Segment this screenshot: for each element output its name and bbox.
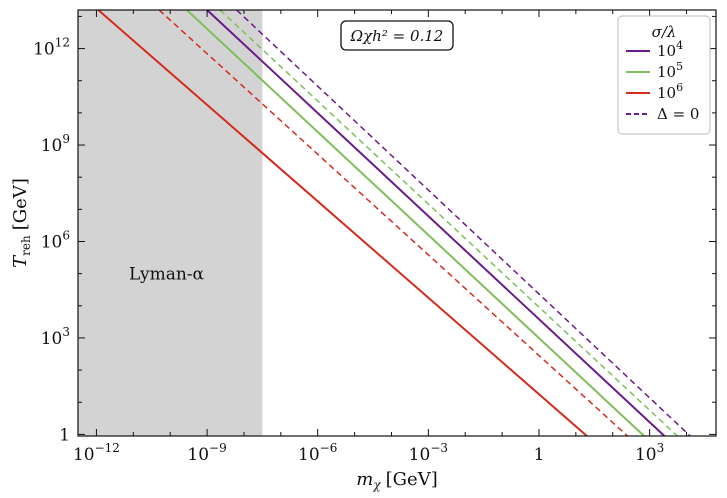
y-tick-label: 109 bbox=[41, 132, 70, 156]
lyman-alpha-excluded-region bbox=[78, 10, 263, 436]
legend-box bbox=[617, 15, 711, 135]
x-tick-label: 10−9 bbox=[187, 441, 226, 465]
series-line-5 bbox=[158, 10, 629, 436]
x-tick-labels: 10−12 10−9 10−6 10−3 1 103 bbox=[73, 441, 664, 465]
legend-label: 104 bbox=[657, 39, 683, 60]
legend-label: Δ = 0 bbox=[657, 105, 699, 123]
x-tick-label: 10−12 bbox=[73, 441, 120, 465]
series-line-3 bbox=[236, 10, 691, 436]
series-line-2 bbox=[97, 10, 588, 436]
legend-label: 106 bbox=[657, 81, 683, 102]
y-tick-label: 106 bbox=[41, 228, 70, 252]
plot-frame bbox=[77, 9, 717, 437]
series-lines bbox=[97, 10, 691, 436]
x-axis-label: mχ [GeV] bbox=[356, 469, 437, 492]
annotation-box bbox=[340, 20, 454, 51]
legend-title: σ/λ bbox=[652, 23, 677, 41]
series-line-1 bbox=[186, 10, 645, 436]
series-line-0 bbox=[206, 10, 666, 436]
y-tick-label: 1012 bbox=[33, 36, 70, 60]
y-axis-label: Treh[GeV] bbox=[10, 178, 33, 268]
series-line-4 bbox=[219, 10, 678, 436]
x-tick-label: 1 bbox=[534, 445, 545, 465]
y-tick-label: 1 bbox=[59, 425, 70, 445]
annotation-text: Ωχh² = 0.12 bbox=[350, 27, 444, 45]
lyman-alpha-label: Lyman-α bbox=[129, 265, 205, 285]
x-tick-label: 10−6 bbox=[298, 441, 337, 465]
relic-density-annotation: Ωχh² = 0.12 bbox=[340, 20, 454, 51]
y-tick-label: 103 bbox=[41, 325, 70, 349]
y-tick-labels: 1 103 106 109 1012 bbox=[33, 36, 70, 446]
axis-ticks bbox=[78, 10, 716, 436]
x-tick-label: 103 bbox=[635, 441, 664, 465]
x-tick-label: 10−3 bbox=[409, 441, 448, 465]
legend-label: 105 bbox=[657, 60, 683, 81]
